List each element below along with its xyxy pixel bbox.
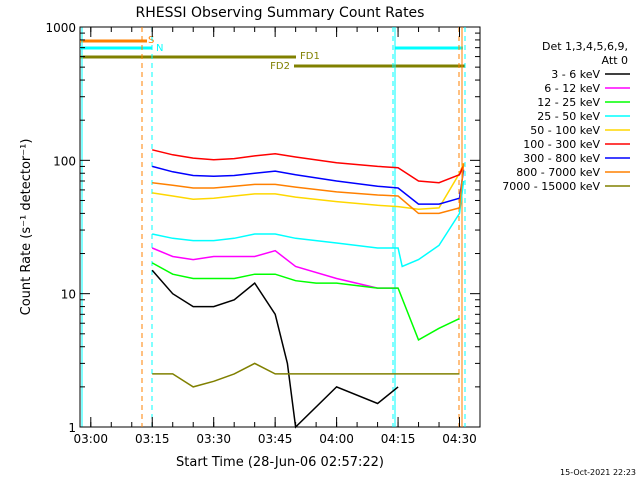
series-line [151,262,460,341]
x-tick-label: 04:15 [381,432,416,446]
series-line [152,165,465,205]
flag-label: FD1 [300,51,320,62]
x-axis-label: Start Time (28-Jun-06 02:57:22) [176,455,384,470]
axes: 03:00 03:15 03:30 03:45 04:00 04:15 04:30 1 10 10… [45,21,481,446]
series-line [152,149,465,184]
x-tick-label: 04:00 [319,432,354,446]
generation-timestamp: 15-Oct-2021 22:23 [560,468,636,477]
plot-frame [79,26,481,428]
y-axis-label: Count Rate (s⁻¹ detector⁻¹) [19,139,34,316]
series-line [152,163,465,210]
legend-entry-label: 50 - 100 keV [530,124,600,137]
chart-title: RHESSI Observing Summary Count Rates [136,5,425,21]
series-line [152,362,460,388]
legend-header: Att 0 [602,54,628,67]
legend-entry-label: 6 - 12 keV [544,82,600,95]
series-line [151,269,399,429]
legend-entry-label: 300 - 800 keV [523,152,600,165]
legend-entry-label: 800 - 7000 keV [516,166,600,179]
y-tick-label: 1000 [45,21,76,35]
observing-flags: SN FD1 FD2 [80,35,465,72]
series-line [151,247,399,289]
x-tick-label: 03:00 [73,432,108,446]
legend-entry-label: 12 - 25 keV [537,96,600,109]
x-tick-label: 03:45 [258,432,293,446]
flag-label: FD2 [270,61,290,72]
y-tick-label: 100 [53,154,76,168]
legend-entry-label: 3 - 6 keV [551,68,600,81]
series-lines [151,149,465,429]
time-markers [81,27,466,427]
flag-label: S [148,35,154,46]
y-tick-label: 10 [61,288,76,302]
x-tick-label: 04:30 [442,432,477,446]
y-tick-label: 1 [68,421,76,435]
flag-label: N [156,43,163,54]
legend-entry-label: 7000 - 15000 keV [502,180,600,193]
legend-header: Det 1,3,4,5,6,9, [542,40,628,53]
legend-entry-label: 25 - 50 keV [537,110,600,123]
x-tick-label: 03:30 [196,432,231,446]
series-line [152,163,465,215]
legend-entry-label: 100 - 300 keV [523,138,600,151]
series-line [152,180,465,268]
x-tick-label: 03:15 [135,432,170,446]
